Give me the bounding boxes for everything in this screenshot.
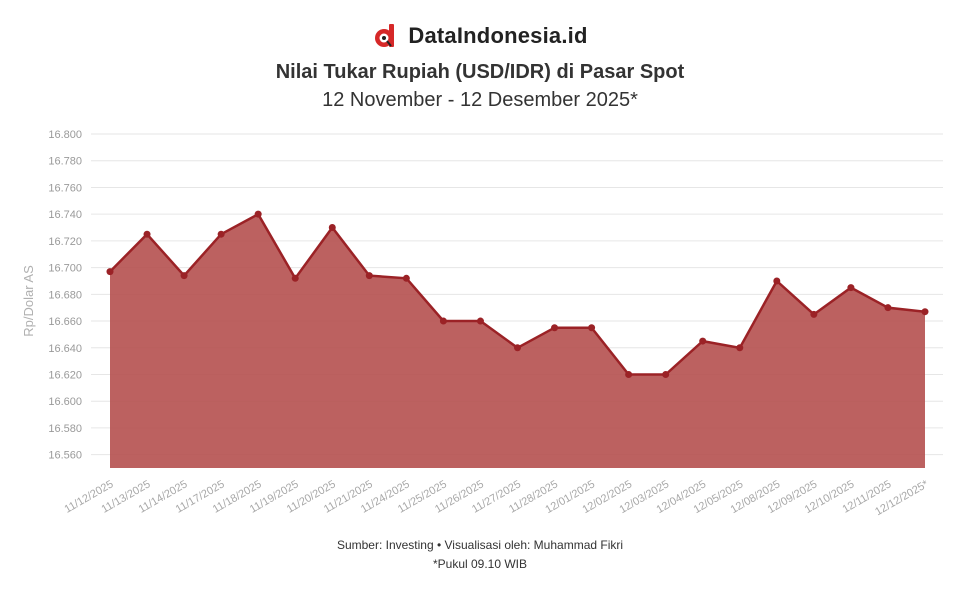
y-tick-label: 16.580 <box>48 423 82 435</box>
data-point <box>143 230 151 238</box>
data-point <box>773 277 781 285</box>
y-tick-label: 16.800 <box>48 129 82 141</box>
chart-subtitle: 12 November - 12 Desember 2025* <box>322 89 638 111</box>
y-tick-label: 16.620 <box>48 369 82 381</box>
data-point <box>588 324 596 332</box>
y-tick-label: 16.720 <box>48 236 82 248</box>
data-point <box>810 310 818 318</box>
y-tick-label: 16.560 <box>48 450 82 462</box>
data-point <box>514 344 521 352</box>
data-point <box>365 272 373 280</box>
data-point <box>551 324 559 332</box>
data-point <box>699 337 707 345</box>
series-area <box>110 214 925 468</box>
data-point <box>402 274 410 282</box>
x-axis-ticks: 11/12/202511/13/202511/14/202511/17/2025… <box>63 478 932 518</box>
data-points <box>106 210 929 378</box>
source-text: Sumber: Investing • Visualisasi oleh: Mu… <box>336 538 624 552</box>
y-tick-label: 16.680 <box>48 289 82 301</box>
y-tick-label: 16.760 <box>48 182 82 194</box>
data-point <box>662 370 670 378</box>
time-note: *Pukul 09.10 WIB <box>432 557 528 571</box>
dataindonesia-logo-icon <box>375 24 395 47</box>
data-point <box>328 224 336 232</box>
data-point <box>439 317 447 325</box>
y-tick-label: 16.600 <box>48 396 82 408</box>
data-point <box>736 344 744 352</box>
data-point <box>217 230 225 238</box>
data-point <box>476 317 484 325</box>
data-point <box>847 284 855 292</box>
data-point <box>254 210 262 218</box>
brand-header: DataIndonesia.id <box>0 20 960 52</box>
y-tick-label: 16.660 <box>48 316 82 328</box>
data-point <box>884 304 892 312</box>
y-tick-label: 16.700 <box>48 263 82 275</box>
y-axis-label: Rp/Dolar AS <box>21 265 36 337</box>
chart-title: Nilai Tukar Rupiah (USD/IDR) di Pasar Sp… <box>275 61 685 83</box>
y-tick-label: 16.740 <box>48 209 82 221</box>
y-tick-label: 16.640 <box>48 343 82 355</box>
data-point <box>180 272 188 280</box>
data-point <box>291 274 299 282</box>
chart-area: 16.560 16.580 16.600 16.620 16.640 16.660 16.6… <box>21 129 943 518</box>
data-point <box>921 308 929 316</box>
y-axis-ticks: 16.560 16.580 16.600 16.620 16.640 16.660 16.6… <box>48 129 82 462</box>
data-point <box>106 268 114 276</box>
y-tick-label: 16.780 <box>48 156 82 168</box>
data-point <box>625 370 633 378</box>
brand-name: DataIndonesia.id <box>408 23 588 48</box>
